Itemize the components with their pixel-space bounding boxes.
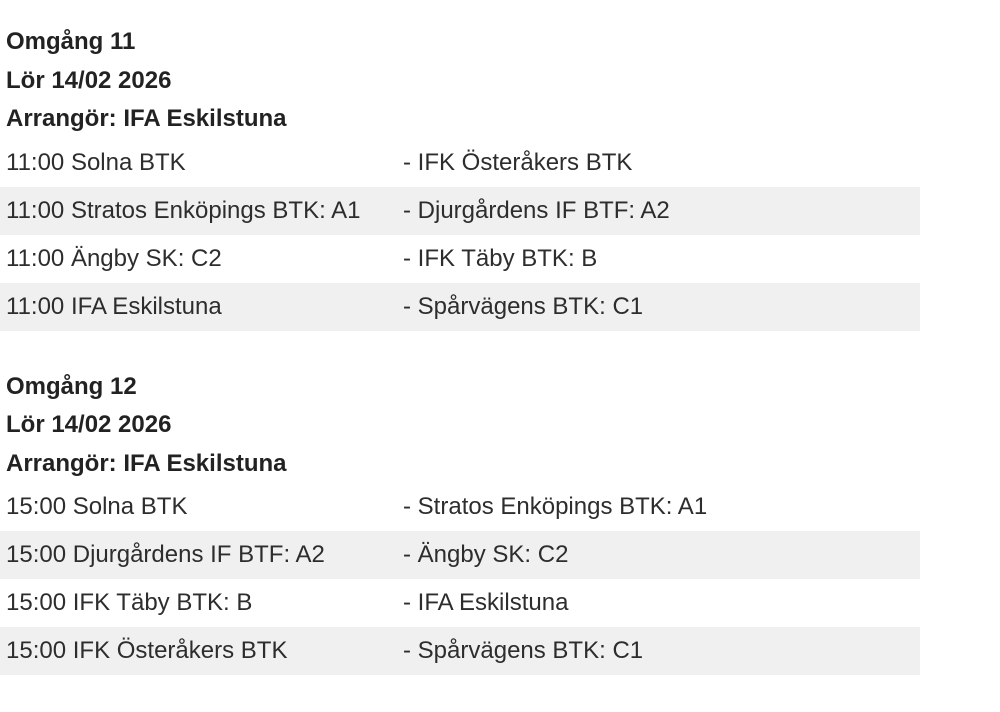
match-away: - Spårvägens BTK: C1 bbox=[403, 293, 643, 321]
match-time: 15:00 bbox=[6, 493, 67, 520]
match-row: 15:00 Solna BTK - Stratos Enköpings BTK: … bbox=[0, 483, 920, 531]
match-home: 11:00 Ängby SK: C2 bbox=[0, 245, 403, 273]
match-row: 11:00 Ängby SK: C2- IFK Täby BTK: B bbox=[0, 235, 920, 283]
match-row: 15:00 IFK Österåkers BTK - Spårvägens BTK… bbox=[0, 627, 920, 675]
round-date: Lör 14/02 2026 bbox=[6, 66, 172, 94]
match-time: 11:00 bbox=[6, 196, 65, 224]
versus-dash: - bbox=[403, 493, 418, 520]
versus-dash: - bbox=[403, 292, 418, 320]
home-team: Ängby SK: C2 bbox=[70, 244, 222, 272]
round-section: Omgång 12 Lör 14/02 2026 Arrangör: IFA Esk… bbox=[0, 368, 920, 675]
match-home: 15:00 IFK Täby BTK: B bbox=[0, 589, 403, 617]
round-organizer: Arrangör: IFA Eskilstuna bbox=[6, 105, 287, 132]
away-team: IFK Täby BTK: B bbox=[417, 244, 598, 272]
round-organizer: Arrangör: IFA Eskilstuna bbox=[6, 449, 287, 477]
round-header: Omgång 12 Lör 14/02 2026 Arrangör: IFA Esk… bbox=[0, 368, 920, 484]
round-section: Omgång 11 Lör 14/02 2026 Arrangör: IFA Esk… bbox=[0, 23, 920, 331]
match-home: 15:00 Solna BTK bbox=[0, 493, 403, 521]
round-date: Lör 14/02 2026 bbox=[6, 411, 172, 438]
match-away: - Stratos Enköpings BTK: A1 bbox=[403, 493, 707, 521]
match-away: - Djurgårdens IF BTF: A2 bbox=[403, 197, 670, 225]
match-away: - Spårvägens BTK: C1 bbox=[403, 637, 643, 665]
match-row: 11:00 Stratos Enköpings BTK: A1- Djurgår… bbox=[0, 186, 920, 235]
versus-dash: - bbox=[403, 148, 418, 176]
match-time: 15:00 bbox=[6, 541, 67, 568]
home-team: IFA Eskilstuna bbox=[70, 292, 222, 320]
match-home: 11:00 Stratos Enköpings BTK: A1 bbox=[0, 197, 403, 225]
home-team: IFK Täby BTK: B bbox=[72, 589, 253, 616]
round-title: Omgång 12 bbox=[6, 372, 137, 400]
versus-dash: - bbox=[403, 196, 418, 224]
versus-dash: - bbox=[403, 589, 418, 616]
match-schedule: Omgång 11 Lör 14/02 2026 Arrangör: IFA Esk… bbox=[0, 23, 920, 712]
match-home: 11:00 Solna BTK bbox=[0, 149, 403, 177]
home-team: Solna BTK bbox=[72, 493, 188, 520]
away-team: Djurgårdens IF BTF: A2 bbox=[417, 196, 670, 224]
match-home: 15:00 Djurgårdens IF BTF: A2 bbox=[0, 541, 403, 569]
match-row: 11:00 Solna BTK - IFK Österåkers BTK bbox=[0, 139, 920, 187]
match-home: 11:00 IFA Eskilstuna bbox=[0, 293, 403, 321]
match-time: 11:00 bbox=[6, 244, 65, 272]
match-away: - IFK Österåkers BTK bbox=[403, 149, 632, 177]
match-time: 11:00 bbox=[6, 292, 65, 320]
match-away: - IFA Eskilstuna bbox=[403, 589, 568, 617]
match-away: - Ängby SK: C2 bbox=[403, 541, 568, 569]
home-team: Solna BTK bbox=[70, 148, 186, 176]
match-row: 15:00 IFK Täby BTK: B- IFA Eskilstuna bbox=[0, 579, 920, 627]
away-team: Spårvägens BTK: C1 bbox=[417, 292, 644, 320]
away-team: Spårvägens BTK: C1 bbox=[417, 637, 644, 664]
match-time: 15:00 bbox=[6, 637, 67, 664]
versus-dash: - bbox=[403, 541, 418, 568]
match-home: 15:00 IFK Österåkers BTK bbox=[0, 637, 403, 665]
home-team: Stratos Enköpings BTK: A1 bbox=[70, 196, 361, 224]
away-team: Ängby SK: C2 bbox=[417, 541, 569, 568]
home-team: Djurgårdens IF BTF: A2 bbox=[72, 541, 325, 568]
match-time: 11:00 bbox=[6, 148, 65, 176]
match-row: 11:00 IFA Eskilstuna - Spårvägens BTK: C1 bbox=[0, 282, 920, 331]
versus-dash: - bbox=[403, 637, 418, 664]
match-row: 15:00 Djurgårdens IF BTF: A2- Ängby SK: … bbox=[0, 531, 920, 579]
home-team: IFK Österåkers BTK bbox=[72, 637, 288, 664]
away-team: IFA Eskilstuna bbox=[417, 589, 569, 616]
away-team: IFK Österåkers BTK bbox=[417, 148, 633, 176]
match-time: 15:00 bbox=[6, 589, 67, 616]
versus-dash: - bbox=[403, 244, 418, 272]
round-title: Omgång 11 bbox=[6, 28, 136, 55]
round-header: Omgång 11 Lör 14/02 2026 Arrangör: IFA Esk… bbox=[0, 23, 920, 139]
match-away: - IFK Täby BTK: B bbox=[403, 245, 597, 273]
away-team: Stratos Enköpings BTK: A1 bbox=[417, 493, 708, 520]
